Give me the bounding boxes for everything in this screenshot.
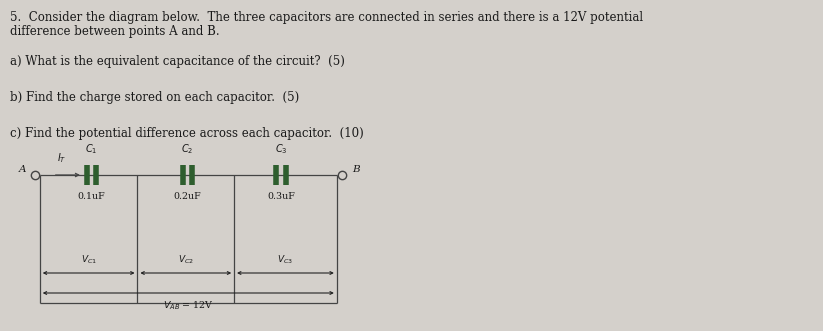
- Text: $I_T$: $I_T$: [57, 151, 67, 165]
- Text: difference between points A and B.: difference between points A and B.: [10, 25, 220, 38]
- Text: a) What is the equivalent capacitance of the circuit?  (5): a) What is the equivalent capacitance of…: [10, 55, 345, 68]
- Text: 0.2uF: 0.2uF: [174, 192, 201, 201]
- Text: $C_2$: $C_2$: [181, 142, 193, 156]
- Text: b) Find the charge stored on each capacitor.  (5): b) Find the charge stored on each capaci…: [10, 91, 300, 104]
- Text: $C_1$: $C_1$: [86, 142, 98, 156]
- Text: $V_{C3}$: $V_{C3}$: [277, 254, 294, 266]
- Text: $V_{C1}$: $V_{C1}$: [81, 254, 96, 266]
- Text: B: B: [352, 165, 360, 173]
- Text: $C_3$: $C_3$: [275, 142, 287, 156]
- Text: 0.3uF: 0.3uF: [267, 192, 295, 201]
- Text: $V_{C2}$: $V_{C2}$: [178, 254, 193, 266]
- Text: c) Find the potential difference across each capacitor.  (10): c) Find the potential difference across …: [10, 127, 364, 140]
- Text: $V_{AB}$ = 12V: $V_{AB}$ = 12V: [163, 300, 214, 312]
- Text: A: A: [19, 165, 26, 173]
- Text: 5.  Consider the diagram below.  The three capacitors are connected in series an: 5. Consider the diagram below. The three…: [10, 11, 643, 24]
- Text: 0.1uF: 0.1uF: [78, 192, 105, 201]
